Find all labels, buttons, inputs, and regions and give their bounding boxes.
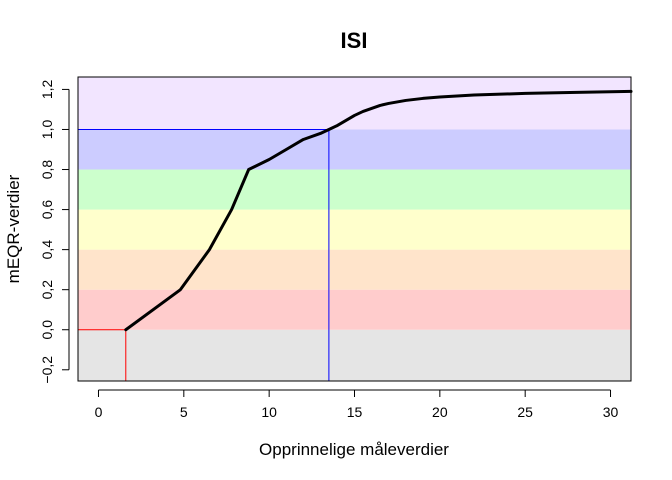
x-tick-label: 0 [95, 404, 103, 420]
band-0 [78, 329, 631, 381]
x-tick-label: 25 [517, 404, 533, 420]
y-tick-label: 0,4 [39, 240, 55, 260]
y-axis: −0,2 0,0 0,2 0,4 0,6 0,8 1,0 1,2 [39, 79, 70, 384]
y-tick-label: 1,0 [39, 120, 55, 140]
x-tick-label: 5 [180, 404, 188, 420]
reference-lines [78, 128, 330, 381]
y-tick-label: 1,2 [39, 79, 55, 99]
band-5 [78, 129, 631, 170]
band-2 [78, 249, 631, 290]
color-bands [78, 77, 631, 381]
y-tick-label: 0,2 [39, 280, 55, 300]
plot-border [77, 76, 632, 382]
series-line-0 [124, 89, 633, 332]
x-tick-label: 30 [603, 404, 619, 420]
y-axis-label: mEQR-verdier [4, 174, 23, 283]
y-tick-label: 0,0 [39, 320, 55, 340]
y-tick-label: 0,6 [39, 200, 55, 220]
x-axis: 0 5 10 15 20 25 30 [95, 389, 619, 420]
chart-title: ISI [341, 28, 368, 53]
band-6 [78, 77, 631, 130]
x-axis-label: Opprinnelige måleverdier [259, 440, 449, 459]
series-lines [124, 89, 633, 332]
band-4 [78, 169, 631, 210]
x-tick-label: 20 [432, 404, 448, 420]
y-tick-label: −0,2 [39, 356, 55, 384]
x-tick-label: 15 [347, 404, 363, 420]
y-tick-label: 0,8 [39, 160, 55, 180]
band-1 [78, 289, 631, 330]
x-tick-label: 10 [261, 404, 277, 420]
band-3 [78, 209, 631, 250]
